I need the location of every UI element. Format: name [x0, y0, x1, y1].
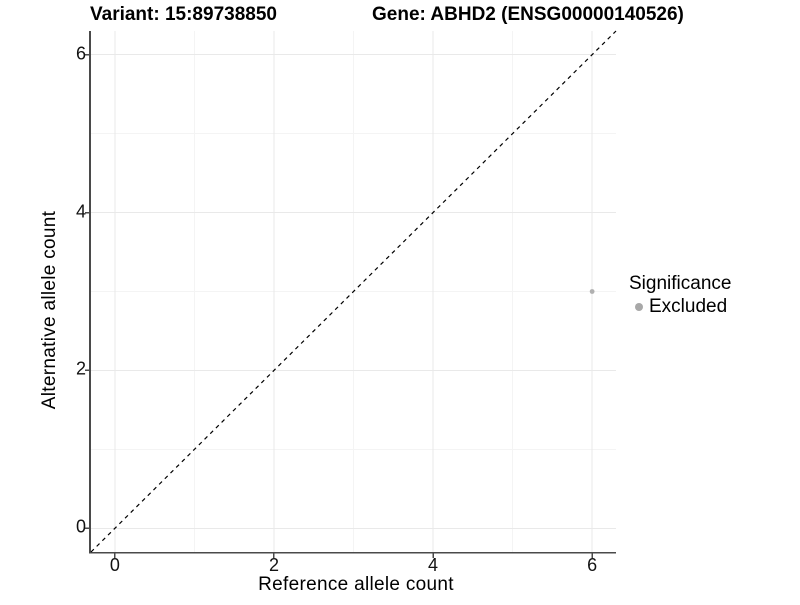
x-axis-title: Reference allele count — [258, 574, 454, 595]
x-tick-label: 2 — [268, 555, 279, 575]
legend: Significance Excluded — [629, 273, 731, 318]
y-tick-label: 2 — [75, 359, 86, 380]
y-tick-label: 0 — [75, 517, 86, 538]
y-tick-label: 4 — [75, 201, 86, 222]
y-tick-label: 6 — [75, 43, 86, 64]
excluded-dot-icon — [635, 302, 643, 311]
x-tick-label: 0 — [109, 555, 120, 575]
legend-item-label: Excluded — [649, 295, 728, 317]
legend-item-excluded: Excluded — [629, 296, 731, 318]
x-tick-label: 4 — [428, 555, 439, 575]
variant-title: Variant: 15:89738850 — [90, 4, 277, 25]
gene-title: Gene: ABHD2 (ENSG00000140526) — [372, 4, 684, 25]
legend-title: Significance — [629, 273, 732, 294]
identity-reference-line — [90, 30, 617, 553]
y-axis-title: Alternative allele count — [39, 210, 60, 410]
data-point — [589, 289, 595, 294]
x-tick-label: 6 — [587, 555, 598, 575]
